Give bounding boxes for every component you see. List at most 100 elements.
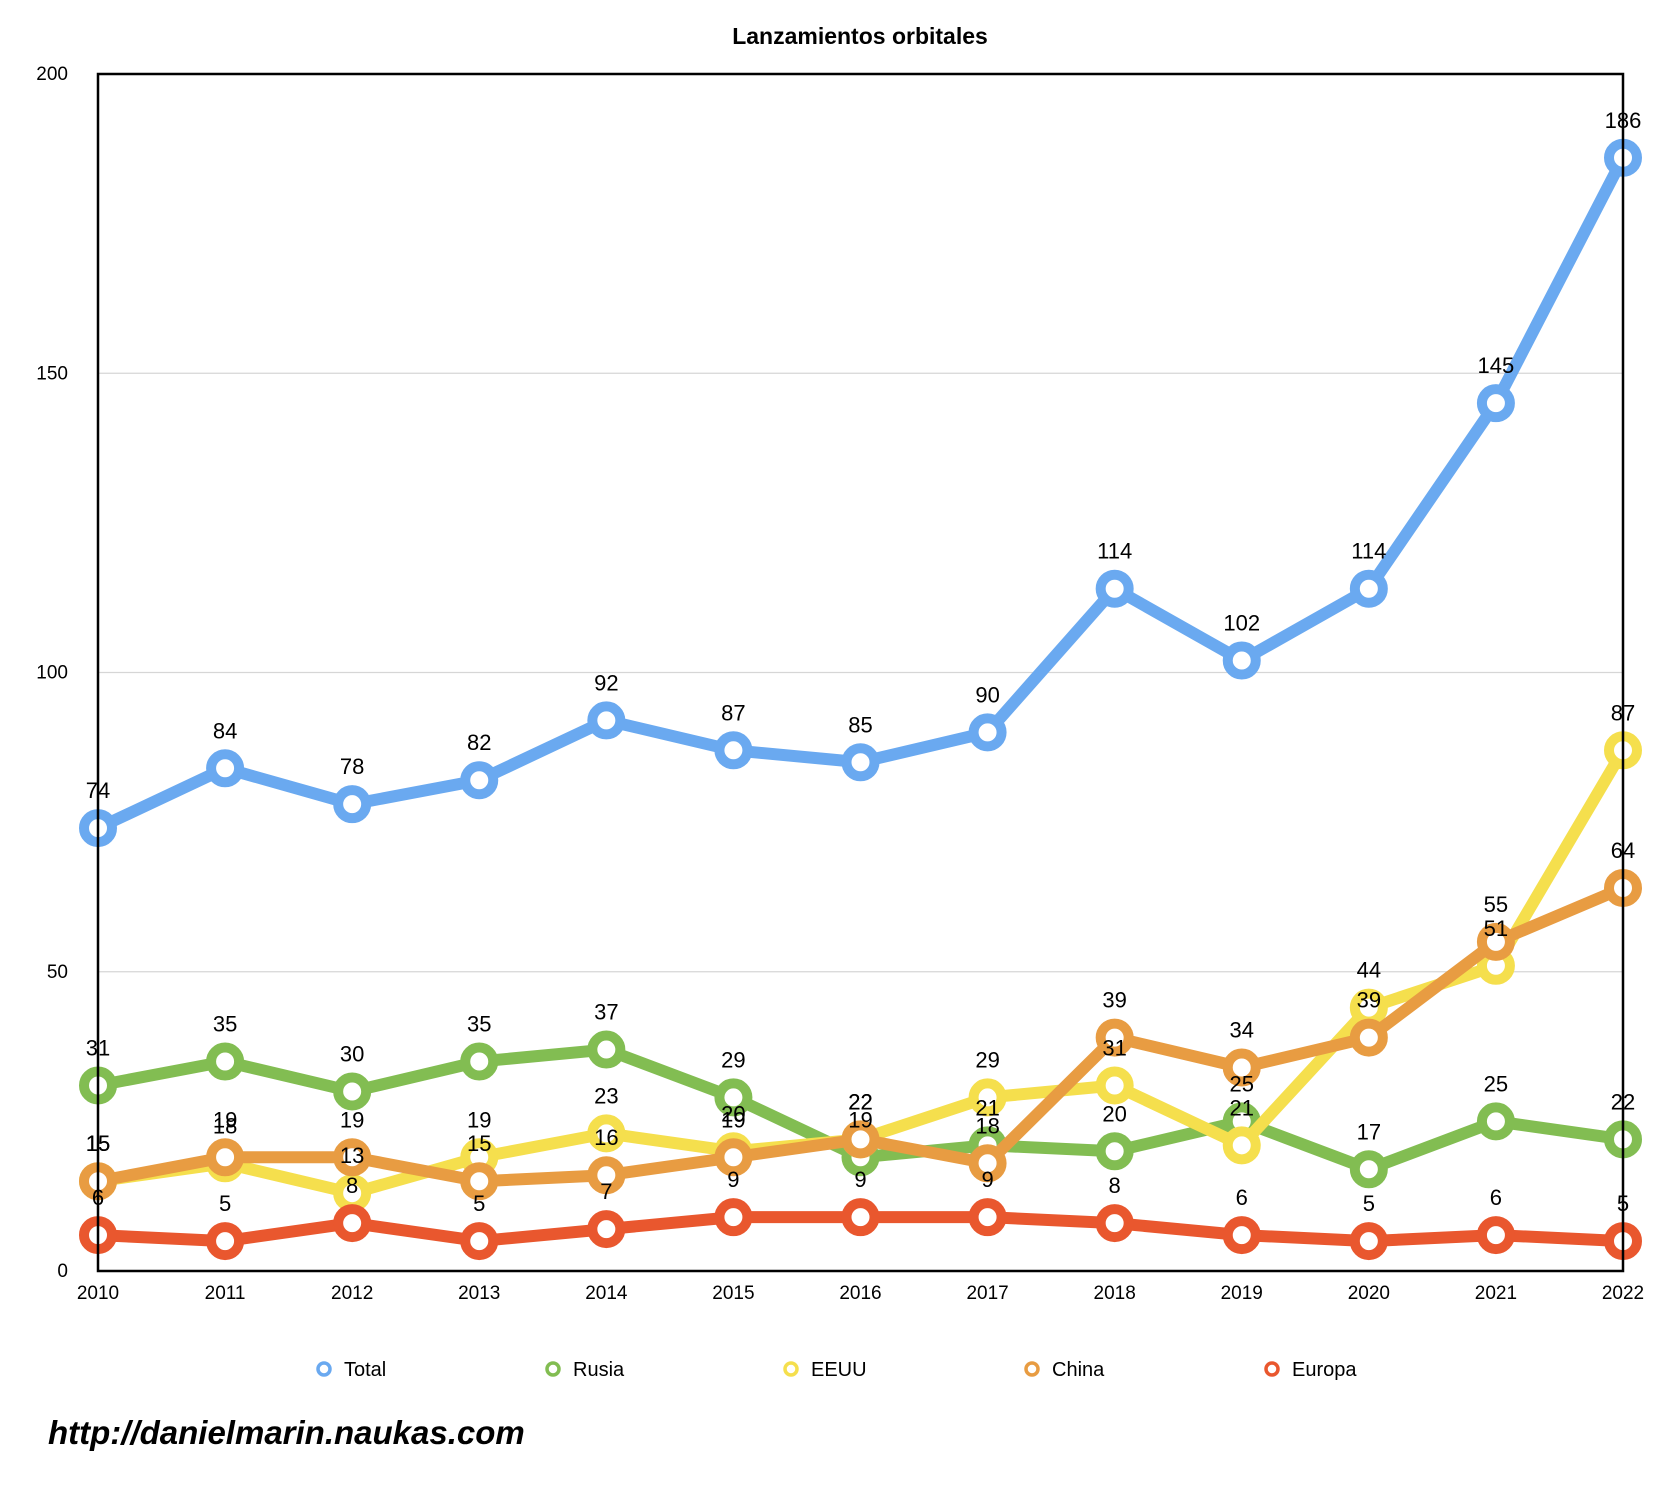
legend: Total Rusia EEUU China Europa xyxy=(316,1359,1357,1381)
data-point-europa xyxy=(1476,1216,1515,1255)
data-label-china: 16 xyxy=(594,1125,618,1150)
legend-marker-total xyxy=(316,1361,332,1377)
data-label-total: 78 xyxy=(340,754,364,779)
data-point-europa xyxy=(968,1198,1007,1237)
data-label-china: 39 xyxy=(1102,988,1126,1013)
data-label-eeuu: 23 xyxy=(594,1083,618,1108)
data-point-china xyxy=(587,1156,626,1195)
legend-marker-china xyxy=(1024,1361,1040,1377)
legend-item-total: Total xyxy=(316,1359,386,1381)
legend-item-europa: Europa xyxy=(1264,1359,1357,1381)
legend-label-total: Total xyxy=(344,1359,386,1381)
data-label-rusia: 37 xyxy=(594,1000,618,1025)
data-point-total xyxy=(1222,641,1261,680)
data-label-rusia: 35 xyxy=(467,1012,491,1037)
data-point-eeuu xyxy=(1095,1066,1134,1105)
data-point-eeuu xyxy=(587,1114,626,1153)
x-tick-label: 2013 xyxy=(458,1283,500,1304)
data-point-china xyxy=(460,1162,499,1201)
legend-marker-rusia xyxy=(545,1361,561,1377)
data-label-europa: 5 xyxy=(473,1191,485,1216)
data-label-china: 19 xyxy=(340,1107,364,1132)
data-point-rusia xyxy=(460,1042,499,1081)
data-label-china: 19 xyxy=(721,1107,745,1132)
x-tick-label: 2021 xyxy=(1475,1283,1517,1304)
data-label-eeuu: 20 xyxy=(721,1101,745,1126)
data-label-total: 145 xyxy=(1478,353,1515,378)
data-label-rusia: 21 xyxy=(975,1095,999,1120)
x-tick-label: 2017 xyxy=(966,1283,1008,1304)
data-label-europa: 5 xyxy=(1363,1191,1375,1216)
data-point-europa xyxy=(841,1198,880,1237)
data-label-europa: 5 xyxy=(219,1191,231,1216)
x-tick-label: 2014 xyxy=(585,1283,628,1304)
data-point-europa xyxy=(1095,1204,1134,1243)
data-point-eeuu xyxy=(1222,1126,1261,1165)
data-point-rusia xyxy=(714,1078,753,1117)
data-label-europa: 9 xyxy=(854,1167,866,1192)
data-label-china: 55 xyxy=(1484,892,1508,917)
watermark-url: http://danielmarin.naukas.com xyxy=(48,1414,525,1451)
data-point-rusia xyxy=(206,1042,245,1081)
legend-item-rusia: Rusia xyxy=(545,1359,625,1381)
data-label-rusia: 19 xyxy=(848,1107,872,1132)
data-label-europa: 8 xyxy=(1109,1173,1121,1198)
data-point-europa xyxy=(1349,1222,1388,1261)
data-label-total: 92 xyxy=(594,670,618,695)
legend-marker-europa xyxy=(1264,1361,1280,1377)
data-point-china xyxy=(1222,1048,1261,1087)
data-label-china: 15 xyxy=(467,1131,491,1156)
y-tick-label: 0 xyxy=(57,1261,68,1282)
y-axis-ticks: 0 50 100 150 200 xyxy=(36,64,68,1282)
data-point-eeuu xyxy=(968,1078,1007,1117)
series-group xyxy=(79,138,1642,1261)
data-point-total xyxy=(714,731,753,770)
x-axis-ticks: 2010 2011 2012 2013 2014 2015 2016 2017 2018 2019… xyxy=(77,1283,1644,1304)
data-label-total: 114 xyxy=(1351,539,1386,564)
data-label-europa: 6 xyxy=(1490,1185,1502,1210)
x-tick-label: 2020 xyxy=(1348,1283,1390,1304)
data-label-eeuu: 44 xyxy=(1357,958,1381,983)
data-point-rusia xyxy=(333,1072,372,1111)
data-point-china xyxy=(206,1138,245,1177)
x-tick-label: 2012 xyxy=(331,1283,373,1304)
data-label-rusia: 29 xyxy=(721,1047,745,1072)
data-label-eeuu: 31 xyxy=(1102,1035,1126,1060)
data-point-total xyxy=(206,749,245,788)
data-point-rusia xyxy=(587,1030,626,1069)
legend-item-eeuu: EEUU xyxy=(783,1359,867,1381)
data-point-total xyxy=(841,743,880,782)
legend-label-europa: Europa xyxy=(1292,1359,1357,1381)
legend-item-china: China xyxy=(1024,1359,1105,1381)
x-tick-label: 2010 xyxy=(77,1283,119,1304)
plot-frame xyxy=(96,72,1625,1273)
data-point-china xyxy=(714,1138,753,1177)
chart-title: Lanzamientos orbitales xyxy=(732,23,988,49)
data-point-europa xyxy=(1222,1216,1261,1255)
legend-label-china: China xyxy=(1052,1359,1105,1381)
data-label-total: 90 xyxy=(975,682,999,707)
data-label-china: 19 xyxy=(213,1107,237,1132)
series-china xyxy=(79,868,1642,1201)
y-tick-label: 150 xyxy=(36,363,68,384)
data-label-china: 18 xyxy=(975,1113,999,1138)
series-europa xyxy=(79,1198,1642,1261)
data-point-china xyxy=(333,1138,372,1177)
data-point-total xyxy=(460,761,499,800)
data-point-rusia xyxy=(1476,1102,1515,1141)
data-label-rusia: 17 xyxy=(1357,1119,1381,1144)
legend-label-eeuu: EEUU xyxy=(811,1359,867,1381)
data-label-europa: 7 xyxy=(600,1179,612,1204)
y-tick-label: 200 xyxy=(36,64,68,85)
x-tick-label: 2015 xyxy=(712,1283,754,1304)
x-tick-label: 2016 xyxy=(839,1283,881,1304)
x-tick-label: 2018 xyxy=(1094,1283,1136,1304)
data-point-europa xyxy=(460,1222,499,1261)
data-label-rusia: 30 xyxy=(340,1041,364,1066)
data-label-eeuu: 29 xyxy=(975,1047,999,1072)
data-point-china xyxy=(1095,1018,1134,1057)
data-label-rusia: 20 xyxy=(1102,1101,1126,1126)
data-label-eeuu: 19 xyxy=(467,1107,491,1132)
